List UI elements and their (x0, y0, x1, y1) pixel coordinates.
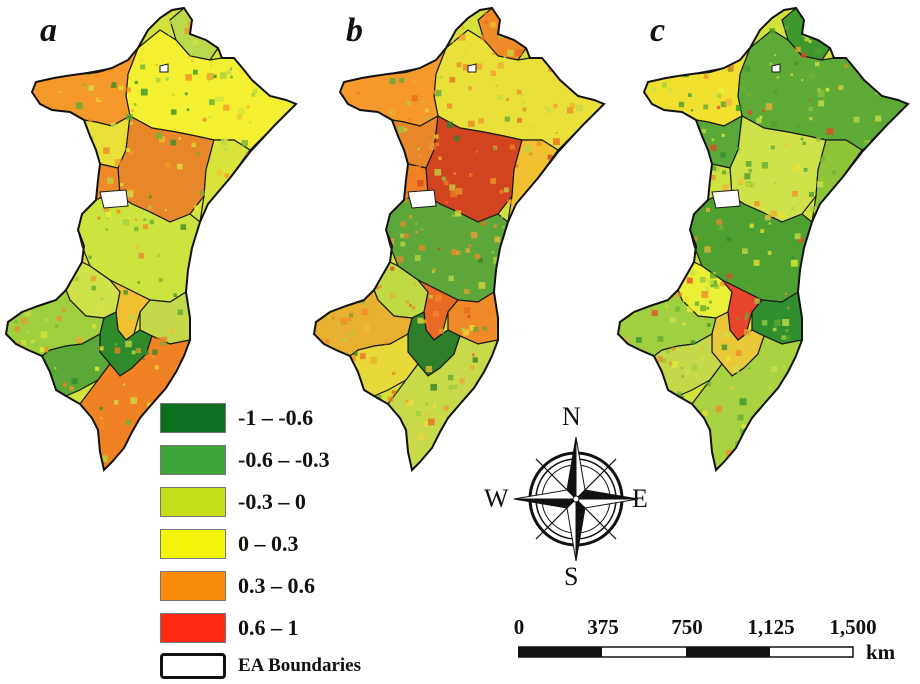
lake-area (159, 63, 169, 73)
legend-swatch (160, 487, 226, 517)
compass-south-label: S (564, 562, 579, 591)
lake-area (711, 189, 741, 209)
compass-rose-icon (513, 436, 639, 562)
lake-area (407, 189, 437, 209)
scale-tick-label: 750 (671, 615, 703, 639)
legend-label: -0.3 – 0 (238, 489, 306, 514)
legend-label: 0.6 – 1 (238, 615, 299, 640)
legend-row: -1 – -0.6 (160, 402, 313, 434)
panel-label-c: c (650, 12, 666, 49)
legend-swatch (160, 571, 226, 601)
legend-row-boundaries: EA Boundaries (160, 650, 361, 682)
lake-area (467, 63, 477, 73)
legend-label-boundaries: EA Boundaries (238, 655, 362, 676)
scale-tick-label: 0 (513, 615, 525, 639)
legend-row: -0.3 – 0 (160, 486, 306, 518)
scale-tick-label: 1,500 (829, 615, 877, 639)
panel-label-b: b (346, 12, 363, 49)
legend-swatch (160, 445, 226, 475)
legend-label: 0.3 – 0.6 (238, 573, 315, 598)
legend-row: 0 – 0.3 (160, 528, 299, 560)
legend-row: 0.6 – 1 (160, 612, 299, 644)
map-panel-b (313, 7, 606, 472)
legend-row: -0.6 – -0.3 (160, 444, 330, 476)
compass-east-label: E (632, 484, 648, 513)
compass-west-label: W (484, 484, 509, 513)
scale-unit: km (866, 640, 896, 664)
legend-row: 0.3 – 0.6 (160, 570, 315, 602)
lake-area (771, 63, 781, 73)
legend-label: 0 – 0.3 (238, 531, 299, 556)
scale-tick-label: 1,125 (747, 615, 795, 639)
lake-area (99, 189, 129, 209)
scale-tick-label: 375 (587, 615, 619, 639)
map-panel-c (617, 7, 910, 472)
boundary-swatch (160, 653, 226, 679)
legend-label: -1 – -0.6 (238, 405, 314, 430)
country-region (643, 47, 751, 127)
scale-bar (518, 646, 854, 658)
panel-label-a: a (40, 12, 57, 49)
legend-swatch (160, 529, 226, 559)
legend-swatch (160, 613, 226, 643)
legend-swatch (160, 403, 226, 433)
legend-label: -0.6 – -0.3 (238, 447, 330, 472)
compass-north-label: N (562, 402, 581, 431)
